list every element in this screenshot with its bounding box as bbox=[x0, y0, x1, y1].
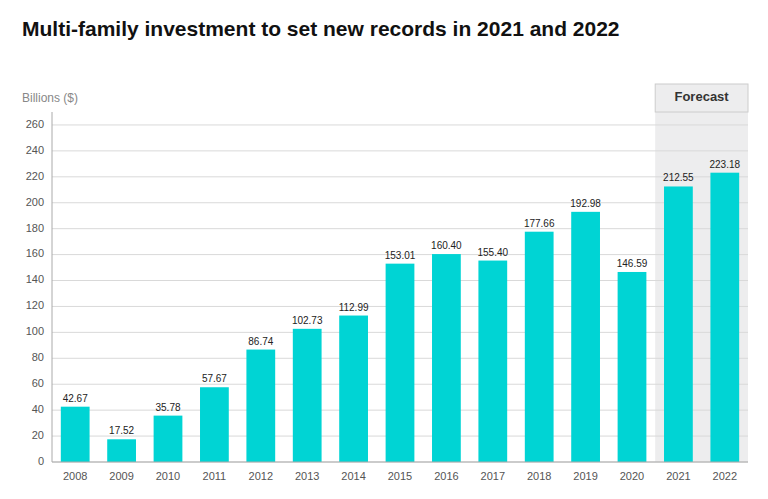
y-axis-line bbox=[52, 112, 53, 462]
y-axis-label: Billions ($) bbox=[22, 91, 78, 105]
bars bbox=[61, 173, 739, 462]
x-tick-label: 2021 bbox=[666, 470, 690, 482]
bar bbox=[339, 316, 368, 462]
x-tick-label: 2020 bbox=[620, 470, 644, 482]
x-tick-label: 2014 bbox=[341, 470, 365, 482]
bar bbox=[293, 329, 322, 462]
bar bbox=[664, 186, 693, 462]
y-tick-label: 80 bbox=[32, 351, 44, 363]
y-tick-label: 260 bbox=[26, 118, 44, 130]
data-label: 42.67 bbox=[63, 393, 88, 404]
grid-line bbox=[52, 462, 748, 463]
bar bbox=[200, 387, 229, 462]
data-label: 153.01 bbox=[385, 250, 416, 261]
bar bbox=[710, 173, 739, 462]
grid-line bbox=[52, 228, 748, 229]
bar bbox=[61, 407, 90, 462]
chart: 0 20 40 60 80 100 120 140 160 180 200 220 240 260 42.6… bbox=[0, 0, 768, 499]
y-tick-label: 100 bbox=[26, 325, 44, 337]
data-label: 223.18 bbox=[710, 159, 741, 170]
annotation: Forecast bbox=[674, 89, 729, 104]
data-label: 160.40 bbox=[431, 240, 462, 251]
data-label: 192.98 bbox=[570, 198, 601, 209]
bar bbox=[154, 416, 183, 462]
x-axis-line bbox=[52, 462, 748, 463]
y-tick-label: 20 bbox=[32, 429, 44, 441]
data-label: 57.67 bbox=[202, 373, 227, 384]
grid-line bbox=[52, 150, 748, 151]
x-tick-label: 2013 bbox=[295, 470, 319, 482]
x-tick-label: 2022 bbox=[713, 470, 737, 482]
y-tick-label: 60 bbox=[32, 377, 44, 389]
bar bbox=[525, 232, 554, 462]
data-label: 212.55 bbox=[663, 172, 694, 183]
data-label: 17.52 bbox=[109, 425, 134, 436]
y-tick-label: 140 bbox=[26, 273, 44, 285]
x-tick-label: 2012 bbox=[249, 470, 273, 482]
y-tick-label: 200 bbox=[26, 196, 44, 208]
y-tick-label: 180 bbox=[26, 222, 44, 234]
x-tick-label: 2010 bbox=[156, 470, 180, 482]
forecast-region bbox=[655, 112, 748, 462]
x-tick-label: 2008 bbox=[63, 470, 87, 482]
x-tick-label: 2019 bbox=[573, 470, 597, 482]
title: Multi-family investment to set new recor… bbox=[22, 17, 620, 40]
x-tick-label: 2009 bbox=[109, 470, 133, 482]
bar bbox=[432, 254, 461, 462]
y-tick-label: 160 bbox=[26, 247, 44, 259]
x-tick-label: 2015 bbox=[388, 470, 412, 482]
data-label: 102.73 bbox=[292, 315, 323, 326]
forecast-box bbox=[655, 84, 748, 112]
y-tick-label: 220 bbox=[26, 170, 44, 182]
x-tick-label: 2017 bbox=[481, 470, 505, 482]
data-label: 86.74 bbox=[248, 336, 273, 347]
y-tick-label: 120 bbox=[26, 299, 44, 311]
grid-line bbox=[52, 176, 748, 177]
grid-line bbox=[52, 124, 748, 125]
bar bbox=[478, 261, 507, 462]
bar bbox=[571, 212, 600, 462]
y-tick-label: 240 bbox=[26, 144, 44, 156]
bar bbox=[107, 439, 136, 462]
data-label: 177.66 bbox=[524, 218, 555, 229]
data-label: 35.78 bbox=[155, 402, 180, 413]
grid-line bbox=[52, 202, 748, 203]
data-label: 146.59 bbox=[617, 258, 648, 269]
x-tick-label: 2016 bbox=[434, 470, 458, 482]
data-label: 155.40 bbox=[478, 247, 509, 258]
data-label: 112.99 bbox=[339, 302, 369, 313]
bar bbox=[386, 264, 415, 462]
bar bbox=[246, 350, 275, 462]
bar bbox=[618, 272, 647, 462]
x-tick-label: 2011 bbox=[203, 470, 227, 482]
y-tick-label: 0 bbox=[38, 455, 44, 467]
y-tick-label: 40 bbox=[32, 403, 44, 415]
x-tick-label: 2018 bbox=[527, 470, 551, 482]
